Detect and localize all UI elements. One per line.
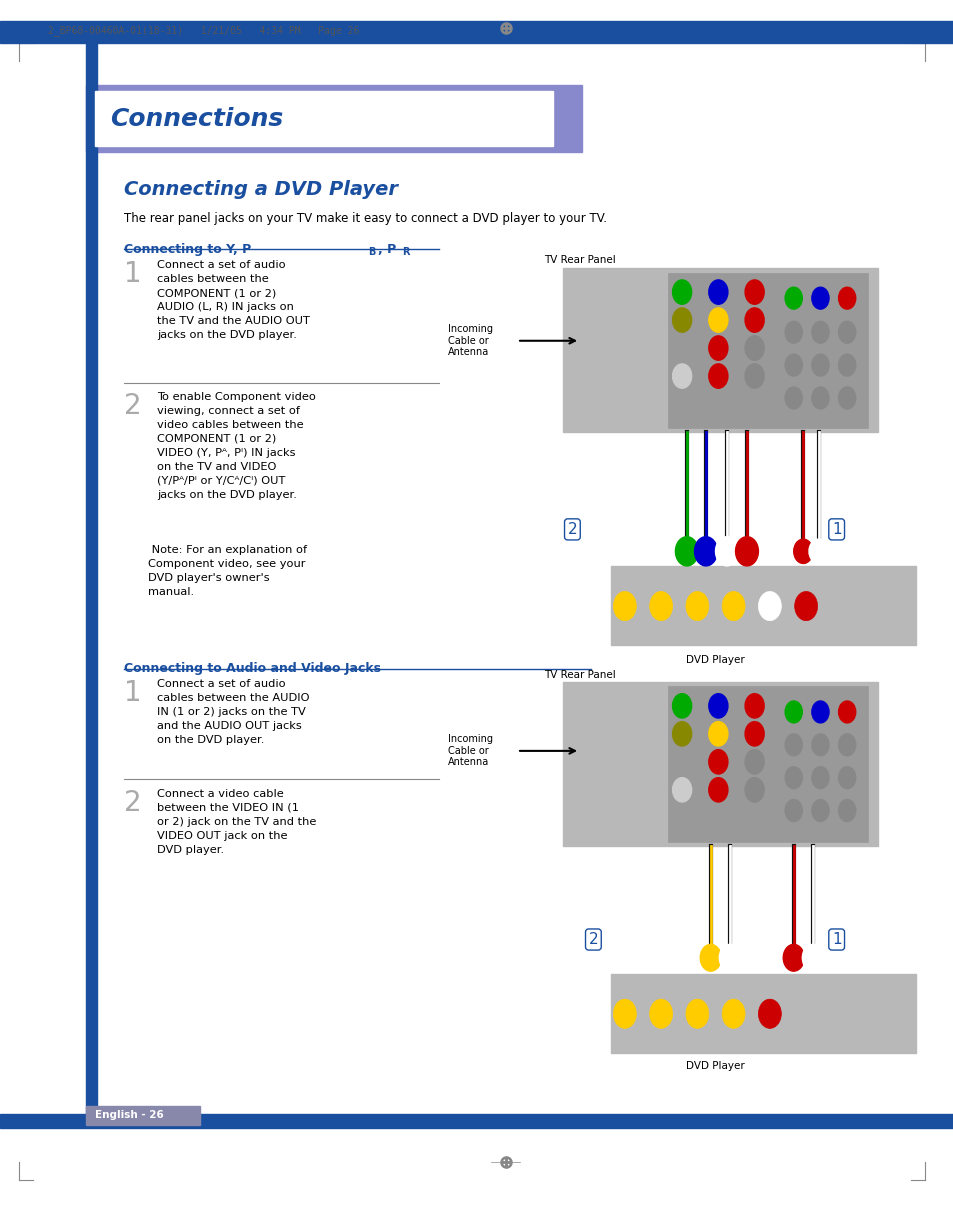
Circle shape [801, 944, 822, 971]
Text: 1: 1 [124, 679, 141, 707]
Circle shape [808, 539, 827, 563]
Circle shape [672, 750, 691, 774]
Circle shape [784, 800, 801, 821]
Circle shape [708, 364, 727, 388]
Text: R: R [402, 247, 410, 257]
Text: To enable Component video
viewing, connect a set of
video cables between the
COM: To enable Component video viewing, conne… [157, 392, 316, 500]
Circle shape [784, 734, 801, 756]
Bar [95, 91, 553, 146]
Bar [86, 43, 97, 1114]
Circle shape [744, 308, 763, 332]
Circle shape [694, 537, 717, 566]
Text: The rear panel jacks on your TV make it easy to connect a DVD player to your TV.: The rear panel jacks on your TV make it … [124, 212, 606, 225]
Circle shape [715, 537, 738, 566]
Circle shape [744, 336, 763, 360]
Circle shape [672, 336, 691, 360]
Text: 1: 1 [124, 260, 141, 288]
Text: B: B [368, 247, 375, 257]
Circle shape [672, 722, 691, 746]
Circle shape [838, 321, 855, 343]
Bar [667, 686, 867, 842]
Circle shape [721, 591, 744, 621]
Text: English - 26: English - 26 [95, 1110, 164, 1121]
Circle shape [811, 387, 828, 409]
Circle shape [719, 944, 740, 971]
Text: Incoming
Cable or
Antenna: Incoming Cable or Antenna [448, 324, 493, 358]
Circle shape [721, 999, 744, 1028]
Text: DVD Player: DVD Player [685, 655, 744, 664]
Text: , P: , P [377, 243, 395, 257]
Text: TV Rear Panel: TV Rear Panel [543, 671, 615, 680]
Bar [86, 85, 581, 152]
Circle shape [811, 800, 828, 821]
Circle shape [784, 287, 801, 309]
Circle shape [675, 537, 698, 566]
Text: Note: For an explanation of
Component video, see your
DVD player's owner's
manua: Note: For an explanation of Component vi… [148, 545, 307, 598]
Circle shape [708, 308, 727, 332]
Circle shape [784, 321, 801, 343]
Circle shape [838, 800, 855, 821]
Circle shape [708, 750, 727, 774]
Circle shape [758, 999, 781, 1028]
Text: 1: 1 [831, 932, 841, 947]
Circle shape [744, 722, 763, 746]
Circle shape [708, 694, 727, 718]
Text: DVD Player: DVD Player [685, 1061, 744, 1071]
Text: TV Rear Panel: TV Rear Panel [543, 256, 615, 265]
Circle shape [811, 287, 828, 309]
Circle shape [784, 701, 801, 723]
Circle shape [708, 280, 727, 304]
Text: Connecting to Audio and Video Jacks: Connecting to Audio and Video Jacks [124, 662, 380, 675]
Circle shape [613, 591, 636, 621]
Bar [667, 273, 867, 428]
Circle shape [784, 354, 801, 376]
Circle shape [613, 999, 636, 1028]
Circle shape [784, 387, 801, 409]
Bar [86, 1106, 200, 1125]
Circle shape [672, 308, 691, 332]
Circle shape [744, 750, 763, 774]
Text: Incoming
Cable or
Antenna: Incoming Cable or Antenna [448, 734, 493, 768]
Circle shape [708, 778, 727, 802]
Circle shape [672, 778, 691, 802]
Bar [562, 268, 877, 432]
Circle shape [838, 287, 855, 309]
Circle shape [649, 999, 672, 1028]
Circle shape [672, 694, 691, 718]
Circle shape [811, 767, 828, 789]
Circle shape [685, 999, 708, 1028]
Circle shape [708, 336, 727, 360]
Text: Connections: Connections [110, 107, 283, 130]
Circle shape [838, 387, 855, 409]
Circle shape [735, 537, 758, 566]
Text: 1: 1 [831, 522, 841, 537]
Text: Connecting to Y, P: Connecting to Y, P [124, 243, 251, 257]
Circle shape [793, 539, 812, 563]
Text: Connect a set of audio
cables between the
COMPONENT (1 or 2)
AUDIO (L, R) IN jac: Connect a set of audio cables between th… [157, 260, 310, 341]
Circle shape [784, 767, 801, 789]
Circle shape [744, 280, 763, 304]
Bar [610, 974, 915, 1053]
Text: 2: 2 [567, 522, 577, 537]
Circle shape [811, 321, 828, 343]
Circle shape [672, 364, 691, 388]
Circle shape [838, 701, 855, 723]
Circle shape [744, 778, 763, 802]
Bar [0, 21, 953, 43]
Circle shape [744, 364, 763, 388]
Circle shape [811, 354, 828, 376]
Text: Connect a set of audio
cables between the AUDIO
IN (1 or 2) jacks on the TV
and : Connect a set of audio cables between th… [157, 679, 310, 745]
Circle shape [794, 591, 817, 621]
Text: Connect a video cable
between the VIDEO IN (1
or 2) jack on the TV and the
VIDEO: Connect a video cable between the VIDEO … [157, 789, 316, 854]
Circle shape [811, 734, 828, 756]
Circle shape [700, 944, 720, 971]
Text: Connecting a DVD Player: Connecting a DVD Player [124, 180, 397, 200]
Text: 2: 2 [124, 789, 141, 817]
Circle shape [649, 591, 672, 621]
Circle shape [838, 767, 855, 789]
Circle shape [744, 694, 763, 718]
Text: 2: 2 [124, 392, 141, 420]
Circle shape [708, 722, 727, 746]
Text: 2: 2 [588, 932, 598, 947]
Text: 2_BP68-00460A-01(18-31)   1/21/05   4:34 PM   Page 26: 2_BP68-00460A-01(18-31) 1/21/05 4:34 PM … [48, 26, 358, 35]
